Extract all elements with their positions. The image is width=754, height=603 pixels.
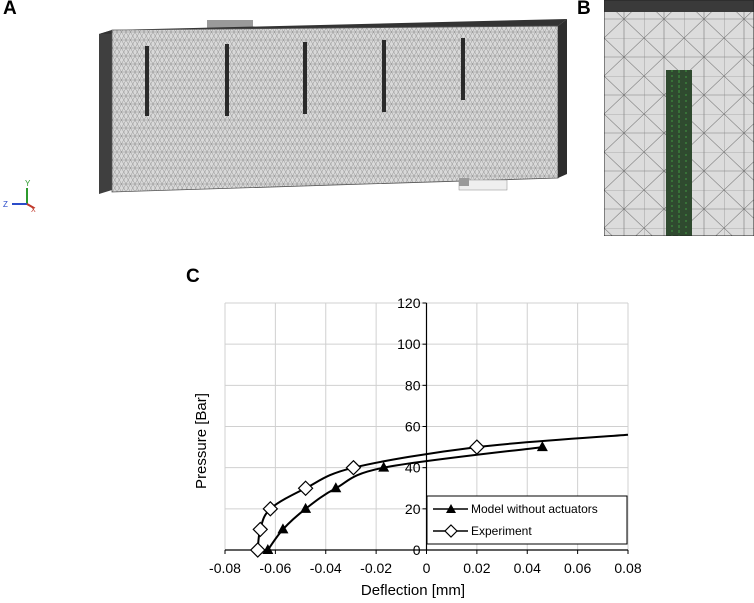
y-tick-label-6: 120 — [397, 295, 421, 311]
axis-triad-icon: Y Z X — [3, 179, 36, 214]
axis-triad-z: Z — [3, 200, 8, 209]
x-tick-label-8: 0.08 — [614, 560, 641, 576]
actuator-slot-5 — [461, 38, 465, 100]
pressure-deflection-chart: -0.08 -0.06 -0.04 -0.02 0 0.02 0.04 0.06 0.08 0 2… — [193, 295, 642, 599]
x-tick-label-5: 0.02 — [463, 560, 490, 576]
y-tick-label-0: 0 — [413, 542, 421, 558]
x-tick-label-1: -0.06 — [259, 560, 291, 576]
chart-legend: Model without actuators Experiment — [426, 495, 628, 545]
experiment-point-4 — [345, 459, 362, 476]
legend-label-model: Model without actuators — [471, 502, 598, 516]
x-tick-label-3: -0.02 — [360, 560, 392, 576]
model-point-3 — [330, 482, 342, 493]
experiment-point-2 — [262, 500, 279, 517]
legend-marker-model — [446, 504, 456, 513]
model-point-5 — [536, 441, 548, 452]
actuator-slot-2 — [225, 44, 229, 116]
axis-triad-y: Y — [25, 179, 31, 188]
legend-marker-experiment — [444, 524, 458, 538]
chart-series — [249, 433, 629, 558]
y-tick-label-3: 60 — [405, 419, 421, 435]
experiment-point-3 — [297, 480, 314, 497]
axis-triad-x: X — [31, 207, 36, 214]
experiment-point-5 — [469, 439, 485, 455]
experiment-point-0 — [249, 542, 266, 558]
model-point-2 — [300, 502, 312, 513]
legend-box — [426, 495, 628, 545]
x-tick-label-0: -0.08 — [209, 560, 241, 576]
x-tick-labels: -0.08 -0.06 -0.04 -0.02 0 0.02 0.04 0.06 0.08 — [209, 560, 642, 576]
x-tick-label-4: 0 — [423, 560, 431, 576]
model-point-0 — [262, 544, 274, 554]
y-axis-label: Pressure [Bar] — [193, 393, 210, 489]
y-tick-label-1: 20 — [405, 501, 421, 517]
x-tick-label-6: 0.04 — [514, 560, 541, 576]
panel-label-a: A — [3, 0, 17, 19]
actuator-slot-1 — [145, 46, 149, 116]
model-point-1 — [277, 523, 289, 534]
legend-label-experiment: Experiment — [471, 524, 532, 538]
x-tick-label-2: -0.04 — [310, 560, 342, 576]
actuator-slot-3 — [303, 42, 307, 114]
x-axis-label: Deflection [mm] — [361, 582, 465, 599]
mesh-beam-image: Y Z X — [3, 19, 567, 214]
actuator-slot-4 — [382, 40, 386, 112]
x-tick-label-7: 0.06 — [564, 560, 591, 576]
actuator-zoom-image — [604, 0, 754, 236]
y-tick-label-4: 80 — [405, 377, 421, 393]
y-tick-label-5: 100 — [397, 336, 421, 352]
panel-label-b: B — [577, 0, 591, 19]
experiment-point-1 — [252, 521, 269, 538]
panel-label-c: C — [186, 266, 200, 287]
model-point-4 — [378, 461, 390, 472]
